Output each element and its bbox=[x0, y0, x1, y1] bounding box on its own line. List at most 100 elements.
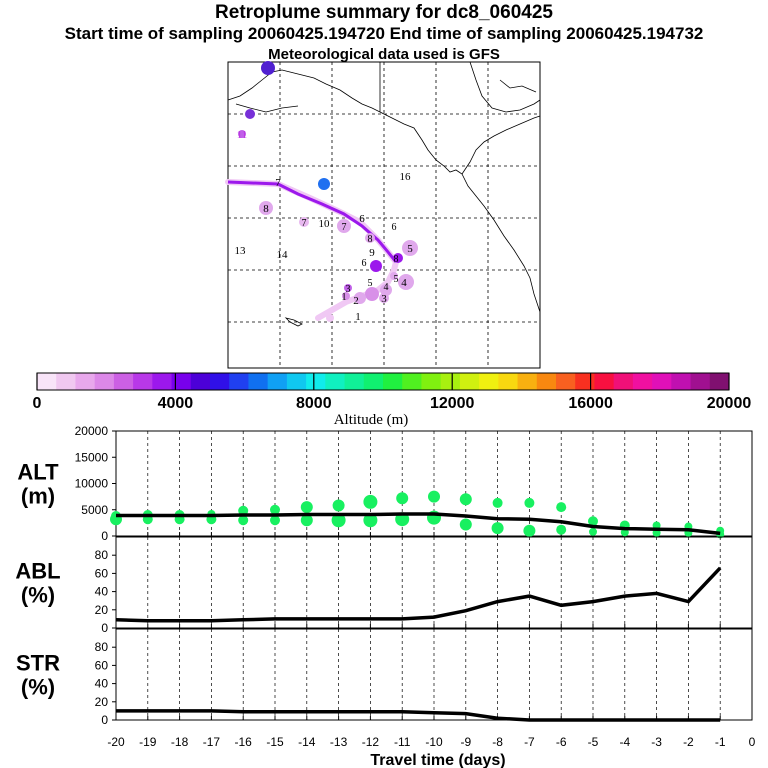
abl-ytick-label: 0 bbox=[101, 621, 108, 635]
colorbar-tick-label: 12000 bbox=[430, 395, 475, 412]
alt-panel-label: ALT bbox=[17, 460, 59, 485]
day-label: 7 bbox=[342, 222, 347, 233]
alt-scatter-point bbox=[556, 502, 567, 513]
alt-scatter-point bbox=[523, 524, 536, 537]
day-label: 14 bbox=[277, 249, 289, 261]
colorbar-swatch bbox=[402, 373, 422, 390]
alt-scatter-point bbox=[396, 492, 409, 505]
alt-scatter-point bbox=[588, 516, 598, 527]
alt-scatter-point bbox=[363, 513, 378, 528]
day-label: 4 bbox=[384, 282, 389, 293]
colorbar-swatch bbox=[613, 373, 634, 390]
abl-ytick-label: 60 bbox=[95, 566, 109, 580]
time-series-panels: 05000100001500020000ALT(m)020406080ABL(%… bbox=[15, 424, 755, 768]
trajectory-marker bbox=[337, 219, 351, 233]
xtick-label: -6 bbox=[556, 735, 567, 749]
day-label: 8 bbox=[368, 234, 373, 245]
colorbar-swatch bbox=[498, 373, 519, 390]
x-axis-label: Travel time (days) bbox=[370, 752, 505, 768]
day-label: 13 bbox=[235, 245, 247, 257]
day-label: 5 bbox=[407, 243, 413, 255]
day-label: 8 bbox=[394, 254, 399, 265]
day-label: 6 bbox=[362, 258, 367, 269]
xtick-label: -9 bbox=[460, 735, 471, 749]
day-label: 10 bbox=[319, 218, 331, 230]
meteorological-data-line: Meteorological data used is GFS bbox=[268, 46, 500, 63]
xtick-label: -11 bbox=[394, 735, 411, 749]
xtick-label: -5 bbox=[588, 735, 599, 749]
colorbar-tick-label: 0 bbox=[33, 395, 42, 412]
xtick-label: -17 bbox=[203, 735, 221, 749]
trajectory-marker bbox=[318, 178, 330, 190]
xtick-label: 0 bbox=[749, 735, 756, 749]
trajectory-marker bbox=[380, 284, 392, 296]
alt-scatter-point bbox=[589, 527, 597, 536]
trajectory-marker bbox=[326, 314, 334, 322]
alt-ytick-label: 10000 bbox=[75, 477, 109, 491]
colorbar-swatch bbox=[556, 373, 576, 390]
xtick-label: -13 bbox=[330, 735, 348, 749]
str-ytick-label: 80 bbox=[95, 640, 109, 654]
abl-ytick-label: 80 bbox=[95, 548, 109, 562]
trajectory-markers bbox=[238, 61, 418, 322]
xtick-label: -10 bbox=[425, 735, 443, 749]
trajectory-marker bbox=[238, 130, 246, 138]
trajectory-marker bbox=[390, 272, 398, 280]
trajectory-marker bbox=[342, 292, 350, 300]
alt-scatter-point bbox=[270, 515, 280, 526]
xtick-label: -7 bbox=[524, 735, 535, 749]
alt-mean-line bbox=[116, 512, 721, 536]
colorbar-swatch bbox=[56, 373, 76, 390]
colorbar-label: Altitude (m) bbox=[334, 412, 409, 428]
trajectory-main bbox=[227, 180, 398, 263]
colorbar-swatch bbox=[440, 373, 461, 390]
colorbar-swatch bbox=[594, 373, 615, 390]
str-ytick-label: 60 bbox=[95, 658, 109, 672]
colorbar-swatch bbox=[517, 373, 538, 390]
str-panel-label: STR bbox=[16, 651, 60, 676]
xtick-label: -14 bbox=[298, 735, 316, 749]
colorbar-tick-label: 20000 bbox=[707, 395, 752, 412]
colorbar-swatch bbox=[248, 373, 269, 390]
altitude-colorbar bbox=[36, 372, 730, 391]
alt-scatter-point bbox=[363, 494, 378, 509]
day-label: 1 bbox=[355, 311, 361, 323]
xtick-label: -19 bbox=[139, 735, 157, 749]
chart-title: Retroplume summary for dc8_060425 bbox=[215, 2, 553, 23]
colorbar-swatch bbox=[75, 373, 96, 390]
trajectory-marker bbox=[344, 284, 352, 292]
alt-scatter-point bbox=[428, 490, 440, 503]
xtick-label: -18 bbox=[171, 735, 189, 749]
xtick-label: -8 bbox=[492, 735, 503, 749]
abl-panel-label: ABL bbox=[15, 559, 60, 584]
trajectory-map bbox=[227, 61, 541, 369]
colorbar-swatch bbox=[575, 373, 595, 390]
colorbar-tick-label: 8000 bbox=[296, 395, 332, 412]
colorbar-swatch bbox=[344, 373, 365, 390]
day-label: 1 bbox=[342, 292, 347, 303]
abl-panel-unit: (%) bbox=[21, 583, 55, 608]
colorbar-swatch bbox=[306, 373, 326, 390]
day-label: 5 bbox=[368, 278, 373, 289]
alt-scatter-point bbox=[332, 499, 345, 512]
day-label: 8 bbox=[263, 203, 269, 215]
alt-scatter-point bbox=[459, 518, 472, 531]
colorbar-swatch bbox=[229, 373, 249, 390]
alt-ytick-label: 5000 bbox=[81, 503, 108, 517]
colorbar-swatch bbox=[267, 373, 288, 390]
colorbar-swatch bbox=[671, 373, 692, 390]
trajectory-marker bbox=[393, 253, 403, 263]
str-ytick-label: 20 bbox=[95, 695, 109, 709]
colorbar-swatch bbox=[190, 373, 211, 390]
trajectory-marker bbox=[259, 201, 273, 215]
xtick-label: -12 bbox=[362, 735, 380, 749]
trajectory-marker bbox=[370, 260, 382, 272]
day-label: 2 bbox=[353, 295, 359, 307]
xtick-label: -3 bbox=[651, 735, 662, 749]
day-label: 6 bbox=[392, 222, 397, 233]
colorbar-swatch bbox=[709, 373, 730, 390]
colorbar-swatch bbox=[113, 373, 134, 390]
colorbar-tick-label: 16000 bbox=[568, 395, 613, 412]
colorbar-swatch bbox=[363, 373, 384, 390]
